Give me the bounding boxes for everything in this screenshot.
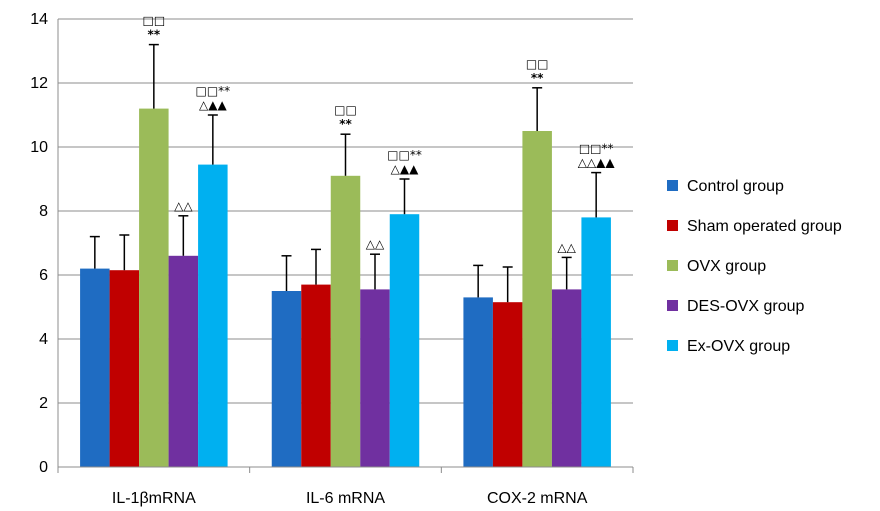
legend-swatch (667, 180, 678, 191)
significance-annotation: □□** (195, 84, 230, 98)
legend-label: Sham operated group (687, 218, 842, 235)
significance-annotation: △△▲▲ (578, 156, 616, 170)
bar (551, 289, 582, 467)
bar (80, 268, 110, 467)
legend-swatch (667, 220, 678, 231)
bar (330, 175, 361, 468)
bar (492, 302, 523, 467)
significance-annotation: ** (531, 71, 544, 85)
bar (581, 217, 611, 467)
significance-annotation: □□** (579, 142, 614, 156)
significance-annotation: △△ (557, 240, 576, 254)
bar (301, 284, 331, 467)
significance-annotation: △△ (366, 237, 385, 251)
legend-label: DES-OVX group (687, 298, 804, 315)
bar (463, 297, 493, 467)
bar (271, 291, 302, 467)
y-tick-label: 10 (30, 139, 48, 156)
x-category-label: IL-1βmRNA (112, 490, 196, 507)
y-tick-label: 12 (30, 75, 48, 92)
bar (198, 164, 228, 467)
significance-annotation: □□ (526, 57, 549, 71)
significance-annotation: △△ (174, 199, 193, 213)
y-tick-label: 4 (39, 331, 48, 348)
y-axis-ticks: 0 2 4 6 8 10 12 14 (30, 11, 48, 476)
x-axis-labels: IL-1βmRNA IL-6 mRNA COX-2 mRNA (112, 490, 588, 507)
legend-label: Control group (687, 178, 784, 195)
significance-annotation: ** (148, 28, 161, 42)
x-category-label: COX-2 mRNA (487, 490, 588, 507)
axes (57, 19, 634, 473)
significance-annotation: □□ (142, 14, 165, 28)
legend-swatch (667, 340, 678, 351)
significance-annotation: ** (339, 117, 352, 131)
bar (168, 255, 199, 467)
bars: □□**△△□□**△▲▲ □□**△△□□**△▲▲□□**△△□□**△△▲▲ (80, 14, 616, 468)
y-tick-label: 14 (30, 11, 48, 28)
x-category-label: IL-6 mRNA (306, 490, 385, 507)
bar (360, 289, 390, 467)
legend-label: OVX group (687, 258, 766, 275)
y-tick-label: 0 (39, 459, 48, 476)
bar (389, 214, 420, 467)
bar (139, 108, 169, 467)
legend: Control group Sham operated group OVX grou… (667, 178, 842, 355)
significance-annotation: □□** (387, 148, 422, 162)
bar (109, 270, 140, 467)
y-tick-label: 8 (39, 203, 48, 220)
significance-annotation: △▲▲ (199, 98, 227, 112)
y-tick-label: 6 (39, 267, 48, 284)
legend-swatch (667, 260, 678, 271)
legend-label: Ex-OVX group (687, 338, 790, 355)
significance-annotation: □□ (334, 103, 357, 117)
bar (522, 131, 552, 467)
legend-swatch (667, 300, 678, 311)
significance-annotation: △▲▲ (391, 162, 419, 176)
y-tick-label: 2 (39, 395, 48, 412)
